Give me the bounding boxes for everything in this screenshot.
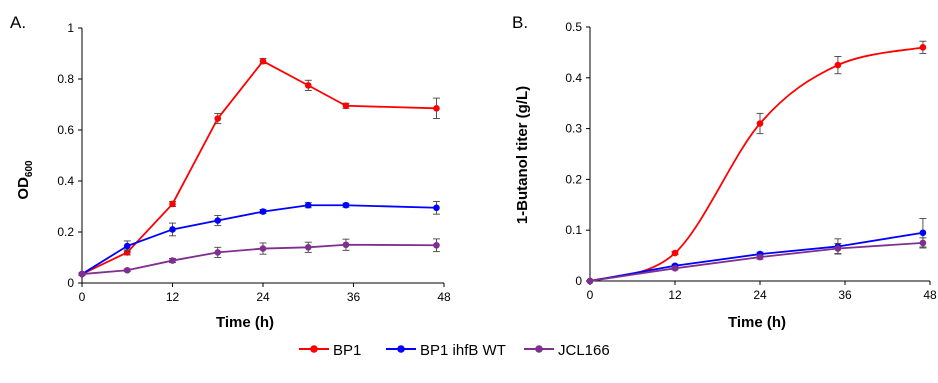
panel-a-series-line-bp1	[81, 60, 437, 275]
panel-a-data-point-jcl166	[78, 270, 86, 278]
panel-a-data-point-bp1-ihfb-wt	[433, 204, 440, 212]
panel-a-y-tick-label: 0	[67, 276, 74, 290]
panel-a-series-line-jcl166	[81, 243, 437, 275]
panel-a-axes: 0 12 24 36 48 0 0.2 0.4 0.6 0.8 1	[57, 21, 451, 304]
panel-b-data-point-bp1	[671, 249, 679, 257]
panel-b-series-jcl166	[586, 237, 927, 285]
panel-a-x-tick-label: 0	[79, 290, 86, 304]
legend-bp1-swatch-marker	[310, 345, 318, 353]
legend-item-jcl166: JCL166	[524, 342, 610, 359]
panel-b-y-axis-title: 1-Butanol titer (g/L)	[514, 86, 531, 224]
panel-b-data-point-jcl166	[834, 245, 842, 252]
panel-a-data-point-bp1	[342, 102, 350, 110]
panel-b-y-tick-label: 0.1	[565, 223, 582, 237]
chart-panel-a: A. 0 12 24 36 48 0 0.2 0.4 0.6 0.8 1 Time (h) OD60…	[10, 13, 451, 331]
panel-a-y-tick-label: 0.8	[57, 72, 74, 86]
panel-a-data-point-jcl166	[123, 266, 131, 274]
panel-a-x-tick-label: 36	[347, 290, 361, 304]
legend-item-bp1-ihfb-wt: BP1 ihfB WT	[386, 342, 506, 359]
panel-a-y-axis-title: OD600	[15, 160, 35, 200]
panel-a-data-point-bp1	[169, 200, 176, 208]
panel-a-data-point-bp1-ihfb-wt	[214, 217, 222, 224]
panel-a-y-tick-label: 0.4	[57, 174, 74, 188]
legend: BP1 BP1 ihfB WT JCL166	[299, 342, 610, 359]
panel-b-x-tick-label: 12	[668, 288, 682, 302]
panel-a-data-point-bp1-ihfb-wt	[259, 208, 267, 215]
panel-a-data-point-jcl166	[169, 257, 176, 264]
panel-a-data-point-bp1-ihfb-wt	[169, 226, 176, 233]
legend-bp1-ihfb-wt-swatch-marker	[397, 345, 405, 353]
panel-b-x-tick-label: 48	[923, 288, 937, 302]
panel-a-x-tick-label: 24	[256, 290, 270, 304]
panel-b-data-point-bp1	[756, 120, 764, 127]
panel-b-x-tick-label: 0	[587, 288, 594, 302]
panel-b-series-bp1	[586, 40, 927, 285]
legend-bp1-label: BP1	[333, 342, 361, 359]
panel-a-data-point-bp1	[259, 57, 267, 65]
panel-b-x-axis-title: Time (h)	[728, 314, 786, 331]
panel-a-data-point-jcl166	[304, 244, 312, 251]
panel-a-y-axis-title-main: OD	[15, 177, 32, 200]
panel-b-data-point-bp1	[919, 44, 927, 51]
panel-a-data-point-bp1-ihfb-wt	[304, 201, 312, 209]
panel-a-data-point-bp1-ihfb-wt	[342, 201, 350, 209]
legend-jcl166-label: JCL166	[558, 342, 610, 359]
legend-bp1-ihfb-wt-label: BP1 ihfB WT	[420, 342, 506, 359]
chart-panel-b: B. 0 12 24 36 48 0 0.1 0.2 0.3 0.4 0.5 Time (h) 1-…	[512, 13, 937, 331]
panel-a-data-point-jcl166	[259, 245, 267, 252]
panel-b-data-point-jcl166	[671, 265, 679, 272]
panel-a-y-tick-label: 1	[67, 21, 74, 35]
panel-b-series-line-bp1	[589, 46, 924, 282]
panel-a-x-axis-title: Time (h)	[216, 314, 274, 331]
panel-b-data-point-bp1	[834, 61, 842, 69]
legend-jcl166-swatch-marker	[535, 345, 543, 353]
panel-b-data-point-bp1-ihfb-wt	[919, 229, 927, 237]
legend-item-bp1: BP1	[299, 342, 361, 359]
panel-a-series-bp1-ihfb-wt	[78, 200, 440, 278]
panel-a-y-tick-label: 0.6	[57, 123, 74, 137]
panel-b-y-tick-label: 0	[575, 274, 582, 288]
panel-a-data-point-bp1	[433, 105, 440, 112]
panel-a-data-point-bp1	[304, 82, 312, 89]
panel-a-y-axis-title-subscript: 600	[24, 160, 35, 177]
panel-a-data-point-jcl166	[433, 241, 440, 249]
panel-a-series-jcl166	[78, 238, 440, 278]
panel-b-data-point-jcl166	[919, 239, 927, 247]
panel-a-data-point-jcl166	[214, 249, 222, 256]
panel-a-data-point-jcl166	[342, 241, 350, 249]
panel-b-y-tick-label: 0.3	[565, 122, 582, 136]
panel-b-label: B.	[512, 13, 528, 32]
panel-b-x-tick-label: 36	[838, 288, 852, 302]
panel-b-x-tick-label: 24	[753, 288, 767, 302]
panel-a-y-tick-label: 0.2	[57, 225, 74, 239]
panel-b-data-point-jcl166	[586, 277, 594, 285]
panel-a-x-tick-label: 12	[166, 290, 180, 304]
panel-a-label: A.	[10, 13, 26, 32]
panel-b-axes: 0 12 24 36 48 0 0.1 0.2 0.3 0.4 0.5	[565, 20, 937, 302]
panel-b-y-tick-label: 0.5	[565, 20, 582, 34]
panel-b-y-tick-label: 0.2	[565, 172, 582, 186]
panel-a-x-tick-label: 48	[437, 290, 451, 304]
panel-a-plot-area	[78, 57, 440, 278]
panel-a-data-point-bp1-ihfb-wt	[123, 242, 131, 250]
panel-a-series-line-bp1-ihfb-wt	[81, 204, 437, 275]
panel-b-plot-area	[586, 40, 927, 285]
panel-b-y-tick-label: 0.4	[565, 71, 582, 85]
panel-a-data-point-bp1	[214, 115, 222, 122]
panel-b-series-line-jcl166	[589, 242, 923, 282]
panel-b-data-point-jcl166	[756, 253, 764, 261]
